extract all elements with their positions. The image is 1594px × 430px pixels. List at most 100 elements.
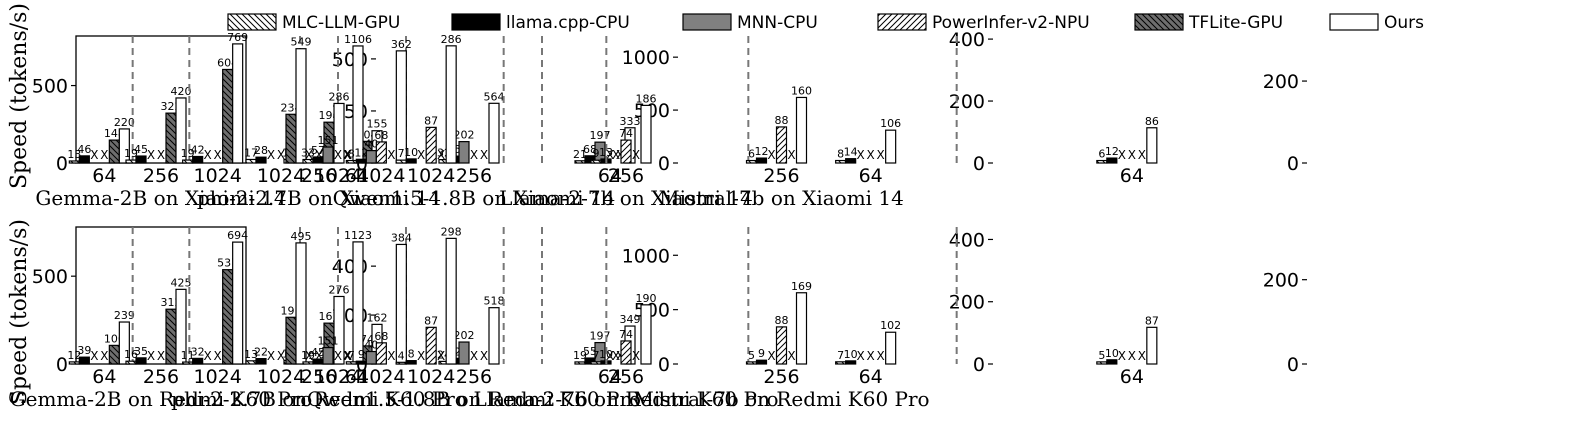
data-label: 1123 bbox=[344, 229, 372, 242]
unsupported-mark: X bbox=[787, 349, 795, 363]
bar-llama.cpp-CPU bbox=[356, 361, 366, 364]
panel-title: Mistral-7b on Redmi K60 Pro bbox=[633, 387, 929, 411]
data-label: 151 bbox=[318, 335, 339, 348]
bar-Ours bbox=[446, 238, 456, 364]
y-tick-label: 400 bbox=[949, 29, 985, 51]
y-axis-label-bottom: Speed (tokens/s) bbox=[7, 219, 32, 405]
data-label: 190 bbox=[636, 292, 657, 305]
y-tick-label: 200 bbox=[1263, 270, 1299, 292]
y-tick-label: 0 bbox=[658, 153, 670, 175]
bar-Ours bbox=[641, 105, 651, 163]
unsupported-mark: X bbox=[147, 148, 155, 162]
bar-MNN-CPU bbox=[323, 147, 333, 163]
data-label: 68 bbox=[374, 330, 388, 343]
y-tick-label: 1000 bbox=[622, 47, 670, 69]
data-label: 694 bbox=[227, 229, 248, 242]
data-label: 197 bbox=[590, 129, 611, 142]
unsupported-mark: X bbox=[857, 349, 865, 363]
bar-llama.cpp-CPU bbox=[136, 156, 146, 163]
data-label: 298 bbox=[441, 225, 462, 238]
unsupported-mark: X bbox=[612, 148, 620, 162]
x-tick-label: 1024 bbox=[407, 165, 455, 187]
bar-PowerInfer-v2-NPU bbox=[376, 142, 386, 163]
y-axis-label-top: Speed (tokens/s) bbox=[7, 3, 32, 189]
bar-PowerInfer-v2-NPU bbox=[426, 127, 436, 163]
unsupported-mark: X bbox=[100, 349, 108, 363]
unsupported-mark: X bbox=[437, 349, 445, 363]
unsupported-mark: X bbox=[387, 349, 395, 363]
legend-swatch-3 bbox=[878, 14, 926, 30]
bar-TFLite-GPU bbox=[286, 114, 296, 163]
bar-MLC-LLM-GPU bbox=[183, 160, 193, 163]
data-label: 5 bbox=[748, 349, 755, 362]
bar-llama.cpp-CPU bbox=[356, 159, 366, 163]
bar-MNN-CPU bbox=[366, 151, 376, 163]
bar-llama.cpp-CPU bbox=[757, 360, 767, 364]
bar-MLC-LLM-GPU bbox=[1097, 362, 1107, 364]
data-label: 9 bbox=[758, 347, 765, 360]
bar-Ours bbox=[396, 244, 406, 364]
unsupported-mark: X bbox=[204, 148, 212, 162]
bar-MLC-LLM-GPU bbox=[591, 362, 601, 364]
bar-Ours bbox=[489, 103, 499, 163]
bar-Ours bbox=[797, 97, 807, 163]
x-tick-label: 1024 bbox=[193, 366, 241, 388]
unsupported-mark: X bbox=[90, 349, 98, 363]
data-label: 286 bbox=[441, 33, 462, 46]
data-label: 87 bbox=[424, 314, 438, 327]
data-label: 68 bbox=[374, 129, 388, 142]
bar-MLC-LLM-GPU bbox=[591, 160, 601, 163]
unsupported-mark: X bbox=[857, 148, 865, 162]
unsupported-mark: X bbox=[334, 148, 342, 162]
bar-PowerInfer-v2-NPU bbox=[376, 343, 386, 364]
x-tick-label: 256 bbox=[456, 165, 492, 187]
unsupported-mark: X bbox=[147, 349, 155, 363]
legend-label-2: MNN-CPU bbox=[737, 13, 818, 33]
bar-llama.cpp-CPU bbox=[256, 157, 266, 163]
bar-PowerInfer-v2-NPU bbox=[426, 327, 436, 364]
bar-MLC-LLM-GPU bbox=[303, 362, 313, 364]
x-tick-label: 1024 bbox=[314, 165, 362, 187]
y-tick-label: 200 bbox=[949, 292, 985, 314]
data-label: 276 bbox=[329, 283, 350, 296]
y-tick-label: 0 bbox=[56, 354, 68, 376]
unsupported-mark: X bbox=[877, 148, 885, 162]
bar-MNN-CPU bbox=[459, 142, 469, 163]
unsupported-mark: X bbox=[157, 349, 165, 363]
legend-swatch-4 bbox=[1135, 14, 1183, 30]
x-tick-label: 256 bbox=[456, 366, 492, 388]
y-tick-label: 0 bbox=[973, 153, 985, 175]
bar-Ours bbox=[886, 130, 896, 163]
legend-label-5: Ours bbox=[1384, 13, 1424, 33]
legend-label-4: TFLite-GPU bbox=[1188, 13, 1283, 33]
bar-llama.cpp-CPU bbox=[136, 358, 146, 364]
x-tick-label: 1024 bbox=[257, 165, 305, 187]
x-tick-label: 64 bbox=[859, 366, 883, 388]
bar-MLC-LLM-GPU bbox=[126, 361, 136, 364]
unsupported-mark: X bbox=[767, 148, 775, 162]
data-label: 286 bbox=[329, 90, 350, 103]
panel-4: 0200646 12X X X862566 12X88X16010247 10X87X28… bbox=[396, 33, 1307, 210]
x-tick-label: 256 bbox=[608, 366, 644, 388]
bar-MLC-LLM-GPU bbox=[346, 161, 356, 163]
unsupported-mark: X bbox=[100, 148, 108, 162]
bar-TFLite-GPU bbox=[166, 113, 176, 163]
bar-MNN-CPU bbox=[366, 352, 376, 364]
data-label: 7 bbox=[348, 349, 355, 362]
bar-MLC-LLM-GPU bbox=[126, 160, 136, 163]
bar-TFLite-GPU bbox=[109, 140, 119, 163]
x-tick-label: 1024 bbox=[407, 366, 455, 388]
unsupported-mark: X bbox=[277, 349, 285, 363]
data-label: 518 bbox=[484, 295, 505, 308]
bar-Ours bbox=[489, 308, 499, 364]
data-label: 8 bbox=[408, 348, 415, 361]
data-label: 160 bbox=[791, 84, 812, 97]
data-label: 384 bbox=[391, 231, 412, 244]
unsupported-mark: X bbox=[387, 148, 395, 162]
x-tick-label: 1024 bbox=[314, 366, 362, 388]
bar-MNN-CPU bbox=[323, 348, 333, 364]
unsupported-mark: X bbox=[1138, 148, 1146, 162]
bar-MLC-LLM-GPU bbox=[303, 160, 313, 163]
unsupported-mark: X bbox=[632, 148, 640, 162]
y-tick-label: 200 bbox=[1263, 71, 1299, 93]
